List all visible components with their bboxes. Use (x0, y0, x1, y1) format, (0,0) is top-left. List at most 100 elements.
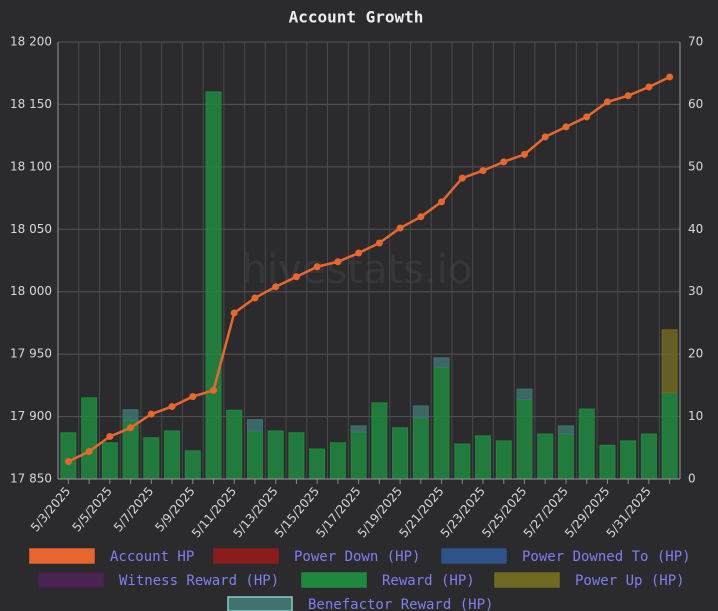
x-tick-label: 5/7/2025 (111, 484, 156, 534)
x-tick-label: 5/9/2025 (152, 484, 197, 534)
point (334, 258, 342, 266)
line (67, 75, 671, 463)
legend-swatch (301, 572, 367, 588)
legend-label: Power Downed To (HP) (522, 549, 691, 565)
bar (557, 425, 574, 435)
point (438, 198, 446, 206)
legend-swatch (29, 548, 95, 564)
point (458, 174, 466, 182)
point (147, 410, 155, 418)
y2-tick-label: 20 (688, 347, 703, 361)
x-tick-label: 5/5/2025 (69, 484, 114, 534)
bar (101, 442, 118, 480)
bar (412, 417, 429, 480)
bar (661, 392, 678, 480)
point (189, 393, 197, 401)
bar (122, 409, 139, 421)
bar (267, 430, 284, 480)
legend-label: Power Down (HP) (294, 549, 420, 565)
bar (350, 425, 367, 433)
bar (475, 435, 492, 480)
bar (246, 430, 263, 480)
bar (164, 430, 181, 480)
bar (433, 366, 450, 480)
point (396, 224, 404, 232)
y-tick-label: 18 200 (10, 35, 52, 49)
point (375, 239, 383, 247)
bar (60, 432, 77, 480)
y2-tick-label: 70 (688, 35, 703, 49)
point (230, 309, 238, 317)
y-tick-label: 17 900 (10, 409, 52, 423)
legend-swatch (227, 596, 293, 611)
point (603, 98, 611, 106)
bar (640, 433, 657, 480)
bar (392, 427, 409, 480)
point (251, 294, 259, 302)
point (583, 113, 591, 121)
point (106, 433, 114, 441)
bar (412, 405, 429, 419)
bar (371, 402, 388, 480)
point (127, 424, 135, 432)
legend-swatch (494, 572, 560, 588)
y-tick-label: 18 000 (10, 284, 52, 298)
y-tick-label: 18 050 (10, 222, 52, 236)
point (624, 92, 632, 100)
y-tick-label: 18 150 (10, 97, 52, 111)
bar (599, 444, 616, 480)
legend-label: Power Up (HP) (575, 573, 685, 589)
bar (184, 450, 201, 480)
y2-tick-label: 0 (688, 472, 696, 486)
x-tick-label: 5/3/2025 (28, 484, 73, 534)
bar (81, 397, 98, 480)
legend-swatch (38, 572, 104, 588)
bar (246, 419, 263, 432)
y-tick-label: 17 850 (10, 472, 52, 486)
bar (309, 448, 326, 480)
bar (495, 440, 512, 480)
bar (433, 357, 450, 368)
point (562, 123, 570, 131)
bar (226, 409, 243, 480)
bar (557, 433, 574, 480)
bar (143, 437, 160, 480)
point (355, 249, 363, 257)
point (85, 448, 93, 456)
point (645, 83, 653, 91)
legend-label: Reward (HP) (382, 573, 475, 589)
point (500, 158, 508, 166)
y2-tick-label: 60 (688, 97, 703, 111)
legend-swatch (213, 548, 279, 564)
point (292, 273, 300, 281)
y-tick-label: 17 950 (10, 347, 52, 361)
bar (537, 433, 554, 480)
point (64, 458, 72, 466)
legend-label: Benefactor Reward (HP) (308, 597, 493, 611)
legend-label: Account HP (110, 549, 194, 565)
point (272, 283, 280, 291)
point (521, 150, 528, 158)
legend-swatch (441, 548, 507, 564)
point (210, 386, 217, 394)
bar (329, 442, 346, 480)
bar (454, 443, 471, 480)
point (417, 213, 425, 221)
y2-tick-label: 10 (688, 409, 703, 423)
y-tick-label: 18 100 (10, 159, 52, 173)
point (541, 133, 549, 141)
bar (661, 329, 678, 394)
chart-title: Account Growth (289, 8, 424, 27)
point (666, 73, 674, 81)
bar (205, 91, 222, 480)
legend-label: Witness Reward (HP) (119, 573, 279, 589)
bar (516, 388, 533, 401)
y2-tick-label: 40 (688, 222, 703, 236)
point (168, 403, 176, 411)
bar (516, 399, 533, 480)
point (313, 263, 321, 271)
point (479, 167, 487, 175)
bar (350, 431, 367, 480)
bar (578, 408, 595, 480)
